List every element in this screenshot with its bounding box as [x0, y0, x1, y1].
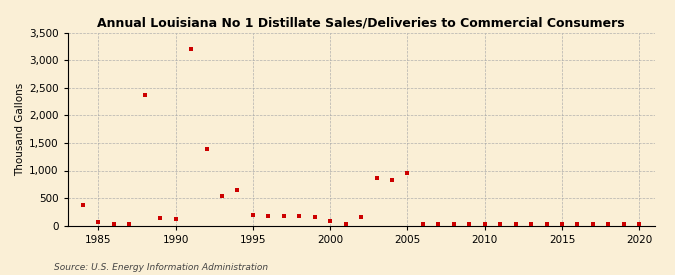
Text: Source: U.S. Energy Information Administration: Source: U.S. Energy Information Administ…	[54, 263, 268, 271]
Point	[139, 92, 150, 97]
Point	[109, 222, 119, 226]
Point	[248, 212, 259, 217]
Point	[464, 222, 475, 227]
Point	[541, 222, 552, 227]
Point	[124, 222, 135, 227]
Point	[634, 222, 645, 227]
Point	[433, 222, 443, 227]
Point	[340, 222, 351, 226]
Point	[572, 222, 583, 227]
Point	[387, 178, 398, 182]
Point	[603, 222, 614, 227]
Point	[418, 222, 429, 226]
Point	[78, 202, 88, 207]
Point	[356, 215, 367, 219]
Point	[479, 222, 490, 226]
Point	[402, 170, 413, 175]
Point	[93, 220, 104, 225]
Y-axis label: Thousand Gallons: Thousand Gallons	[15, 82, 25, 176]
Point	[232, 188, 243, 192]
Point	[309, 214, 320, 219]
Point	[201, 147, 212, 151]
Title: Annual Louisiana No 1 Distillate Sales/Deliveries to Commercial Consumers: Annual Louisiana No 1 Distillate Sales/D…	[97, 16, 625, 29]
Point	[279, 214, 290, 219]
Point	[495, 222, 506, 227]
Point	[557, 222, 568, 226]
Point	[448, 222, 459, 227]
Point	[587, 222, 598, 227]
Point	[618, 222, 629, 227]
Point	[325, 219, 335, 224]
Point	[170, 217, 181, 222]
Point	[263, 214, 274, 218]
Point	[371, 176, 382, 180]
Point	[510, 222, 521, 227]
Point	[186, 47, 196, 51]
Point	[217, 194, 227, 198]
Point	[294, 214, 304, 218]
Point	[155, 216, 165, 220]
Point	[526, 222, 537, 227]
